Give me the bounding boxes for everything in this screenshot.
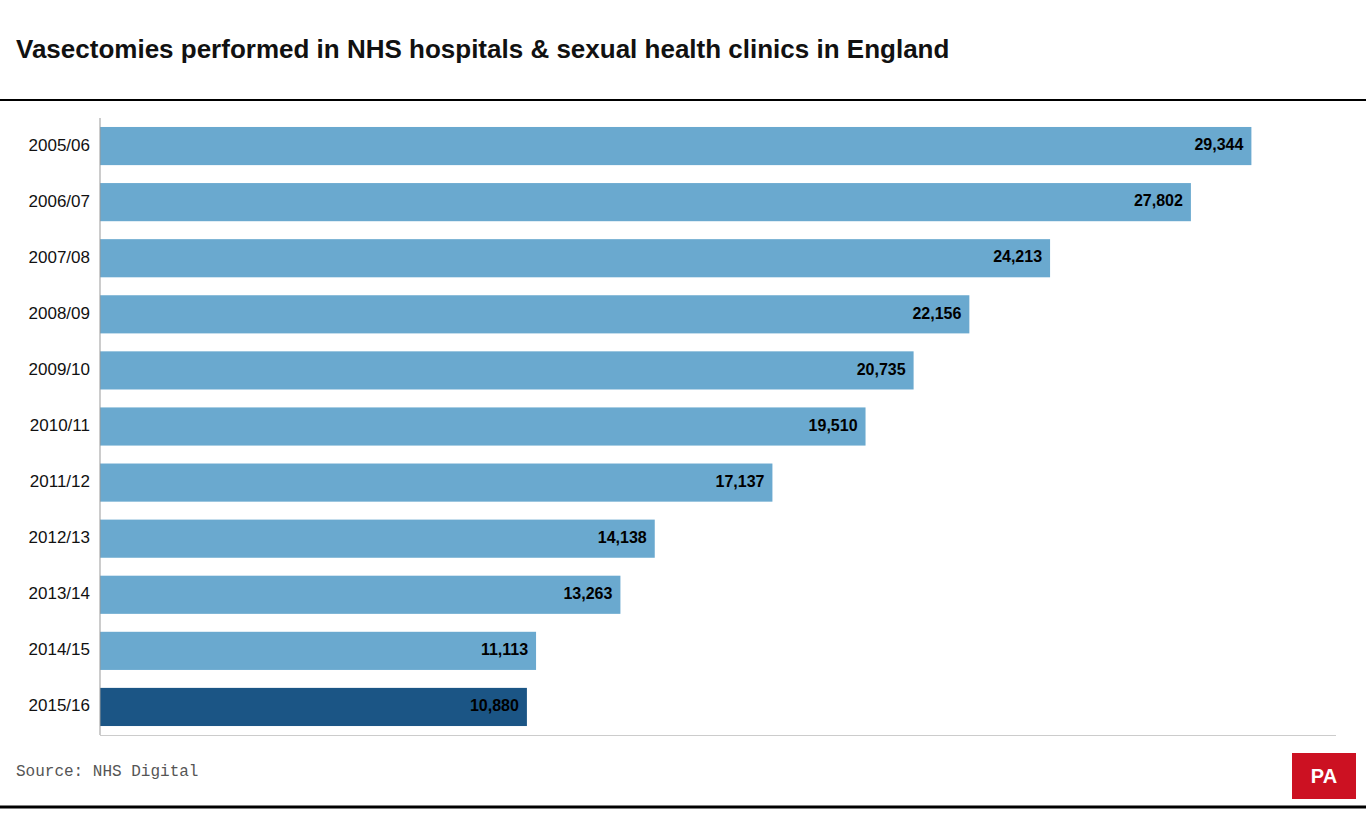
data-label: 19,510 [809, 417, 858, 434]
data-label: 20,735 [857, 361, 906, 378]
title: Vasectomies performed in NHS hospitals &… [16, 34, 949, 64]
bars [100, 127, 1251, 726]
bar [100, 351, 914, 389]
data-label: 22,156 [912, 305, 961, 322]
data-label: 27,802 [1134, 192, 1183, 209]
tick-label: 2015/16 [29, 696, 90, 715]
tick-label: 2006/07 [29, 192, 90, 211]
data-label: 17,137 [715, 473, 764, 490]
logo-text: PA [1311, 765, 1337, 787]
bottom-rule [0, 806, 1366, 809]
bar [100, 183, 1191, 221]
bar [100, 520, 655, 558]
tick-label: 2014/15 [29, 640, 90, 659]
data-label: 11,113 [481, 641, 528, 658]
bar [100, 688, 527, 726]
tick-label: 2005/06 [29, 136, 90, 155]
bar [100, 295, 969, 333]
bar [100, 407, 866, 445]
baseline [100, 118, 101, 735]
tick-label: 2013/14 [29, 584, 90, 603]
bar [100, 632, 536, 670]
axis [100, 118, 1336, 736]
tick-label: 2008/09 [29, 304, 90, 323]
bar [100, 464, 772, 502]
logo [1292, 753, 1356, 799]
background [0, 0, 1366, 819]
data-label: 24,213 [993, 248, 1042, 265]
tick-label: 2012/13 [29, 528, 90, 547]
bar [100, 576, 620, 614]
data-label: 29,344 [1194, 136, 1243, 153]
tick-label: 2011/12 [30, 472, 90, 491]
bar [100, 127, 1251, 165]
chart: Vasectomies performed in NHS hospitals &… [0, 0, 1366, 819]
tick-label: 2007/08 [29, 248, 90, 267]
bar [100, 239, 1050, 277]
data-label: 13,263 [563, 585, 612, 602]
title-rule [0, 99, 1366, 101]
data-label: 14,138 [598, 529, 647, 546]
tick-label: 2010/11 [30, 416, 90, 435]
labels: 2005/06 29,344 2006/07 27,802 2007/08 24,213 2… [29, 136, 1244, 716]
tick-label: 2009/10 [29, 360, 90, 379]
data-label: 10,880 [470, 697, 519, 714]
x-axis-line [100, 735, 1336, 736]
source: Source: NHS Digital [16, 763, 198, 781]
